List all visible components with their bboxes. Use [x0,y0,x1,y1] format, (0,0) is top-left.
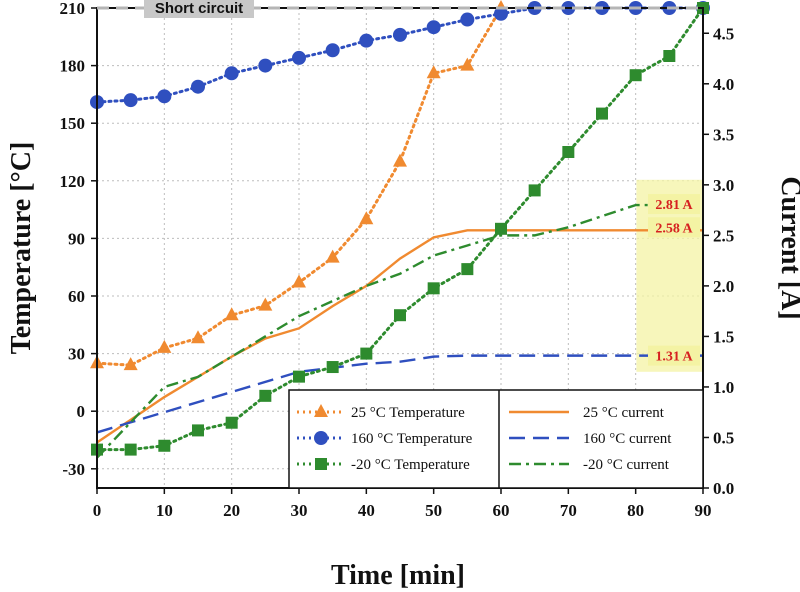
legend-label-25-c-current: 25 °C current [583,405,665,421]
y-left-tick-label: 180 [60,57,86,76]
x-tick-label: 10 [156,501,173,520]
data-point--20-c-temperature [528,184,541,197]
series-line--20-c-current [96,203,703,459]
y-left-tick-label: 0 [77,402,86,421]
data-point-25-c-temperature [224,307,239,321]
data-point-160-c-temperature [224,66,239,81]
data-point-25-c-temperature [258,297,273,311]
y-right-tick-label: 3.5 [713,125,734,144]
series-line-160-c-current [96,354,703,434]
x-axis-title: Time [min] [331,560,465,591]
data-point--20-c-temperature [495,222,507,235]
legend: 25 °C Temperature 160 °C Temperature -20 °… [288,389,704,489]
y-right-tick-label: 4.5 [713,24,734,43]
short-circuit-label-bg [144,0,254,18]
y-left-tick-label: -30 [62,460,85,479]
y-left-tick-label: 150 [60,114,86,133]
series-line-160-c-temperature [95,6,705,104]
data-point--20-c-temperature [427,282,440,295]
data-point--20-c-temperature [225,416,238,429]
data-point--20-c-temperature [192,424,204,437]
data-point--20-c-temperature [629,69,642,82]
legend-label-25-c-temperature: 25 °C Temperature [351,405,465,421]
legend-marker-25-c-temperature [314,404,328,417]
y-left-tick-label: 120 [60,172,86,191]
y-right-tick-label: 1.5 [713,327,734,346]
x-tick-label: 80 [627,501,644,520]
y-right-tick-label: 2.5 [713,226,734,245]
current-label-bg [648,345,700,366]
data-point--20-c-temperature [663,50,676,62]
short-circuit-label: Short circuit [155,0,243,17]
data-point--20-c-temperature [326,361,339,374]
x-tick-label: 20 [223,501,240,520]
data-point--20-c-temperature [394,309,406,322]
y-right-tick-label: 3.0 [713,176,734,195]
y-right-tick-label: 0.5 [713,428,734,447]
current-value-label: 2.81 A [655,198,693,213]
data-point-160-c-temperature [393,27,407,42]
data-point-25-c-temperature [123,357,138,371]
data-point-160-c-temperature [359,33,374,48]
data-point--20-c-temperature [596,107,608,120]
data-point-25-c-temperature [157,339,172,353]
data-point--20-c-temperature [461,263,474,276]
data-point-160-c-temperature [292,50,306,65]
x-tick-label: 50 [425,501,442,520]
current-label-bg [648,194,700,215]
y-axis-right-title: Current [A] [775,176,800,319]
data-point-160-c-temperature [494,6,508,21]
current-label-bg [648,217,700,238]
x-tick-label: 70 [560,501,577,520]
y-right-tick-label: 1.0 [713,378,734,397]
data-point-25-c-temperature [359,211,374,225]
data-point-25-c-temperature [460,57,475,71]
legend-label-160-c-temperature: 160 °C Temperature [351,431,473,447]
legend-label--20-c-temperature: -20 °C Temperature [351,457,470,473]
y-left-tick-label: 60 [68,287,85,306]
legend-label-160-c-current: 160 °C current [583,431,672,447]
data-point-25-c-temperature [292,274,306,288]
y-right-tick-label: 0.0 [713,479,734,498]
y-left-tick-label: 210 [60,0,86,18]
legend-marker--20-c-temperature [315,458,327,470]
data-point--20-c-temperature [259,389,272,402]
annotation-layer: Short circuit 2.81 A 2.58 A 1.31 A [97,0,703,366]
data-point-25-c-temperature [325,249,340,263]
x-tick-label: 40 [358,501,375,520]
x-tick-label: 30 [291,501,308,520]
data-point-160-c-temperature [258,58,273,73]
legend-box [288,389,704,489]
legend-marker-160-c-temperature [314,431,328,445]
data-point--20-c-temperature [158,439,171,452]
data-point--20-c-temperature [124,443,137,456]
data-point-160-c-temperature [157,89,172,104]
data-point-160-c-temperature [426,20,441,35]
y-right-tick-label: 4.0 [713,75,734,94]
x-tick-label: 60 [493,501,510,520]
x-tick-label: 90 [695,501,712,520]
axes-layer: 0 10 20 30 40 50 60 70 80 90 -30 0 30 60 90 120 150 180 21… [60,0,735,520]
data-point--20-c-temperature [293,370,305,383]
y-axis-left-title: Temperature [°C] [6,142,37,355]
data-point-160-c-temperature [460,12,475,27]
data-point-25-c-temperature [191,330,205,344]
y-right-tick-label: 2.0 [713,277,734,296]
data-point--20-c-temperature [562,146,575,158]
y-left-tick-label: 90 [68,229,85,248]
data-point-160-c-temperature [191,79,205,94]
data-point--20-c-temperature [360,347,373,360]
series-layer [90,0,710,459]
data-point-25-c-temperature [426,65,441,79]
y-left-tick-label: 30 [68,345,85,364]
data-point-160-c-temperature [123,93,138,108]
legend-label--20-c-current: -20 °C current [583,457,670,473]
x-tick-label: 0 [93,501,102,520]
data-point-25-c-temperature [393,153,407,167]
current-value-label: 2.58 A [655,221,693,236]
current-value-label: 1.31 A [655,350,693,365]
data-point-160-c-temperature [325,43,340,58]
